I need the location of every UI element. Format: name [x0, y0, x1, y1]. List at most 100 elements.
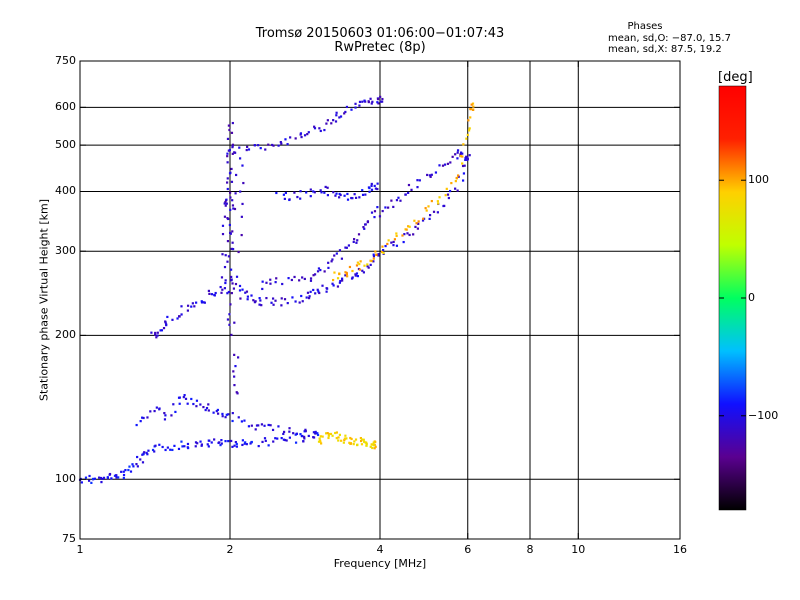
echo-point [275, 277, 278, 280]
echo-point [241, 202, 244, 206]
echo-point [429, 175, 432, 178]
echo-point [221, 253, 224, 256]
echo-point [323, 270, 326, 273]
echo-point [345, 271, 348, 275]
echo-point [164, 448, 167, 452]
echo-point [335, 111, 338, 114]
echo-point [254, 428, 257, 431]
echo-point [184, 397, 188, 400]
echo-point [422, 217, 425, 220]
echo-point [247, 148, 251, 151]
echo-point [226, 187, 229, 191]
echo-point [171, 448, 174, 452]
echo-point [290, 278, 293, 282]
echo-point [430, 173, 433, 176]
echo-point [261, 280, 264, 283]
echo-point [181, 445, 184, 448]
echo-point [427, 205, 430, 208]
echo-point [312, 190, 315, 193]
echo-point [274, 437, 277, 440]
echo-point [373, 447, 376, 450]
echo-point [182, 396, 185, 399]
x-axis-label: Frequency [MHz] [333, 557, 427, 570]
echo-point [200, 301, 204, 304]
echo-point [309, 277, 313, 280]
echo-point [228, 172, 232, 175]
echo-point [438, 196, 441, 199]
echo-point [355, 264, 359, 267]
echo-point [265, 296, 268, 300]
echo-point [370, 184, 373, 188]
echo-point [332, 278, 335, 282]
echo-point [223, 265, 227, 269]
echo-point [203, 301, 206, 304]
echo-point [335, 437, 338, 440]
trace [317, 431, 377, 450]
echo-point [461, 164, 465, 168]
echo-point [363, 99, 366, 102]
echo-point [161, 445, 164, 449]
echo-point [156, 331, 159, 334]
echo-point [215, 410, 218, 413]
echo-point [454, 153, 457, 156]
echo-point [219, 285, 222, 289]
echo-point [346, 192, 349, 196]
echo-point [370, 182, 373, 186]
echo-point [303, 277, 306, 281]
echo-point [325, 122, 328, 125]
echo-point [374, 250, 377, 253]
echo-point [331, 282, 334, 285]
echo-point [257, 144, 260, 147]
echo-point [356, 239, 359, 242]
echo-point [233, 444, 236, 447]
echo-point [244, 291, 247, 294]
echo-point [183, 445, 186, 448]
echo-point [221, 412, 224, 416]
echo-point [226, 292, 229, 295]
echo-point [176, 317, 179, 320]
echo-point [401, 234, 404, 237]
echo-point [196, 442, 199, 445]
echo-point [356, 443, 359, 446]
echo-point [233, 151, 236, 154]
echo-point [312, 274, 315, 277]
x-tick-label: 2 [226, 543, 234, 556]
echo-point [195, 405, 198, 408]
echo-point [277, 425, 280, 428]
echo-point [428, 217, 431, 220]
echo-point [319, 435, 322, 438]
echo-point [260, 304, 263, 307]
echo-point [230, 180, 234, 183]
echo-point [345, 272, 348, 276]
echo-point [289, 136, 292, 139]
echo-point [160, 329, 164, 332]
echo-point [354, 274, 357, 277]
echo-point [459, 153, 462, 156]
echo-point [344, 110, 347, 114]
echo-point [231, 241, 234, 244]
echo-point [207, 409, 210, 412]
y-tick-label: 300 [55, 244, 76, 258]
echo-point [393, 238, 397, 241]
echo-point [227, 124, 230, 127]
echo-point [395, 232, 398, 235]
echo-point [358, 100, 362, 103]
echo-point [378, 215, 382, 218]
echo-point [224, 204, 227, 207]
x-tick-label: 1 [76, 543, 84, 556]
echo-point [461, 152, 464, 155]
echo-point [250, 424, 253, 427]
echo-point [326, 119, 329, 122]
echo-point [135, 423, 138, 427]
echo-point [250, 440, 253, 444]
echo-point [349, 436, 352, 440]
echo-point [233, 383, 236, 387]
echo-point [414, 225, 417, 228]
echo-point [286, 301, 289, 305]
echo-point [249, 442, 252, 445]
echo-point [331, 434, 334, 437]
echo-point [361, 438, 364, 441]
echo-point [228, 148, 231, 152]
echo-point [171, 318, 174, 321]
